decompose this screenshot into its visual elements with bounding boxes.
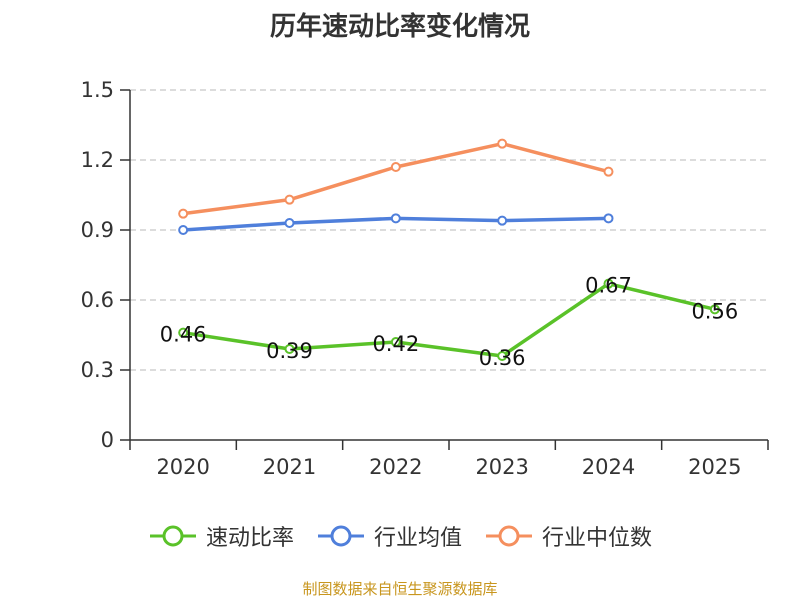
source-note: 制图数据来自恒生聚源数据库 [302, 580, 498, 598]
data-point [497, 351, 508, 361]
y-tick-label: 1.5 [81, 78, 114, 102]
data-label: 0.39 [266, 339, 313, 363]
x-tick-label: 2021 [263, 455, 316, 479]
data-point [497, 138, 508, 149]
y-tick-label: 0.6 [81, 288, 114, 312]
chart-title: 历年速动比率变化情况 [269, 12, 530, 42]
data-label: 0.42 [372, 332, 419, 356]
x-tick-label: 2024 [582, 455, 635, 479]
data-label: 0.56 [691, 299, 738, 323]
data-point [603, 166, 614, 177]
data-point [603, 278, 614, 289]
legend-symbol-industry-median [486, 525, 532, 547]
data-label: 0.67 [585, 274, 632, 298]
data-point [284, 218, 295, 228]
legend-symbol-quick-ratio [149, 525, 196, 547]
legend-item-industry-average[interactable]: 行业均值 [316, 520, 462, 552]
legend-label-industry-average: 行业均值 [373, 526, 462, 551]
data-label: 0.36 [479, 346, 526, 370]
data-point [178, 225, 189, 235]
x-tick-label: 2022 [369, 455, 422, 479]
y-tick-label: 0 [101, 428, 114, 452]
x-tick-label: 2023 [475, 455, 528, 479]
data-point [390, 162, 401, 172]
legend-item-quick-ratio[interactable]: 速动比率 [148, 520, 294, 552]
series-line [181, 141, 611, 216]
data-point [178, 327, 189, 338]
y-tick-label: 0.3 [81, 358, 114, 382]
data-label: 0.46 [160, 323, 207, 347]
data-point [284, 194, 295, 205]
legend-label-industry-median: 行业中位数 [542, 526, 653, 551]
series-line [181, 281, 717, 358]
legend-symbol-industry-average [317, 525, 364, 547]
data-point [603, 213, 614, 224]
data-point [497, 215, 508, 226]
x-tick-label: 2020 [156, 455, 209, 479]
x-tick-label: 2025 [688, 455, 741, 479]
legend-label-quick-ratio: 速动比率 [205, 526, 294, 551]
data-point [178, 208, 189, 219]
y-tick-label: 1.2 [81, 148, 114, 172]
data-point [284, 344, 295, 354]
data-point [709, 304, 720, 315]
legend-item-industry-median[interactable]: 行业中位数 [484, 520, 652, 552]
legend: 速动比率 行业均值 行业中位数 [0, 520, 800, 552]
y-tick-label: 0.9 [81, 218, 114, 242]
data-point [390, 337, 401, 347]
data-point [390, 213, 401, 224]
